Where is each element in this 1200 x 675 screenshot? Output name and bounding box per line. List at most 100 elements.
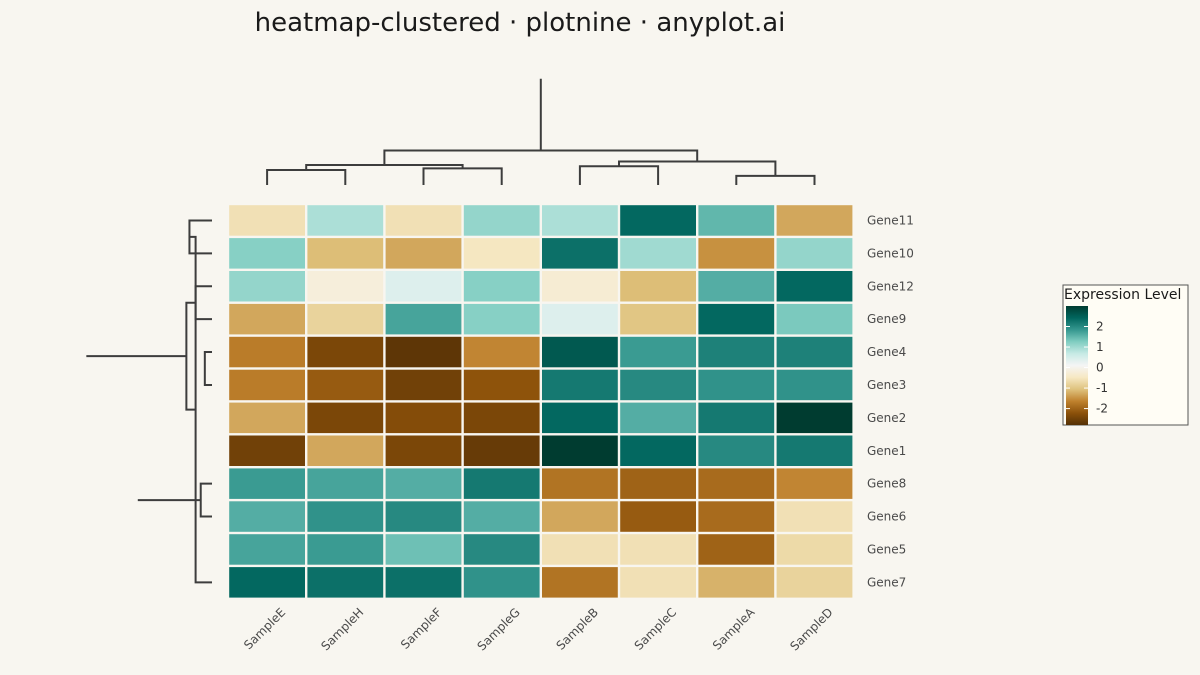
heatmap-cell	[307, 435, 384, 466]
heatmap-cell	[620, 435, 696, 466]
heatmap-cell	[620, 369, 696, 401]
heatmap-cell	[307, 402, 384, 434]
heatmap-cell	[229, 567, 305, 598]
chart-title: heatmap-clustered · plotnine · anyplot.a…	[255, 8, 786, 38]
dendrogram-link	[185, 301, 196, 411]
heatmap-cell	[542, 205, 618, 236]
colorbar-tick-label: 1	[1096, 340, 1104, 354]
heatmap-cell	[698, 205, 775, 236]
heatmap-cell	[620, 468, 696, 499]
row-label: Gene5	[867, 542, 906, 556]
heatmap-cell	[776, 567, 853, 598]
heatmap-cell	[776, 303, 853, 335]
heatmap-cell	[463, 402, 540, 434]
heatmap-cell	[698, 271, 775, 302]
dendrogram-link	[578, 165, 660, 185]
row-label: Gene8	[867, 477, 906, 491]
heatmap-cell	[776, 435, 853, 466]
heatmap-cell	[542, 468, 618, 499]
colorbar-tick-label: 0	[1096, 361, 1104, 375]
row-label: Gene9	[867, 312, 906, 326]
heatmap-cell	[385, 402, 462, 434]
row-labels: Gene11 Gene10 Gene12 Gene9 Gene4 Gene3 Gene2 Ge…	[867, 213, 914, 589]
heatmap-cell	[229, 205, 305, 236]
heatmap-cell	[307, 303, 384, 335]
heatmap-cell	[776, 468, 853, 499]
heatmap-cell	[620, 501, 696, 532]
heatmap-cell	[463, 534, 540, 565]
heatmap-cell	[385, 336, 462, 368]
heatmap-cell	[542, 271, 618, 302]
heatmap-cell	[463, 501, 540, 532]
heatmap-cell	[307, 468, 384, 499]
colorbar-tick-label: 2	[1096, 320, 1104, 334]
heatmap-cell	[463, 271, 540, 302]
heatmap-cell	[307, 336, 384, 368]
heatmap-cell	[385, 271, 462, 302]
dendrogram-link	[199, 482, 212, 518]
heatmap-cell	[698, 468, 775, 499]
heatmap-cell	[229, 238, 305, 269]
heatmap-cell	[620, 271, 696, 302]
heatmap-cell	[229, 303, 305, 335]
heatmap-cell	[463, 205, 540, 236]
heatmap-cell	[698, 369, 775, 401]
column-label: SampleH	[318, 605, 366, 653]
heatmap-cell	[307, 534, 384, 565]
heatmap-cell	[776, 402, 853, 434]
heatmap-cell	[307, 567, 384, 598]
colorbar-tick-label: -1	[1096, 381, 1108, 395]
heatmap-cell	[698, 336, 775, 368]
heatmap-cell	[463, 238, 540, 269]
column-label: SampleE	[241, 605, 288, 652]
heatmap-cell	[698, 567, 775, 598]
heatmap-cell	[542, 567, 618, 598]
heatmap-cell	[776, 534, 853, 565]
column-label: SampleF	[398, 605, 445, 652]
heatmap-cell	[620, 402, 696, 434]
colorbar-gradient	[1066, 306, 1088, 425]
row-dendrogram	[86, 220, 212, 584]
heatmap-cell	[542, 238, 618, 269]
colorbar-tick-label: -2	[1096, 402, 1108, 416]
dendrogram-link	[383, 149, 699, 166]
heatmap-cell	[385, 468, 462, 499]
dendrogram-link	[618, 160, 777, 176]
row-label: Gene6	[867, 510, 906, 524]
heatmap-cell	[776, 205, 853, 236]
heatmap-cell	[229, 369, 305, 401]
heatmap-cell	[620, 567, 696, 598]
dendrogram-link	[194, 285, 212, 321]
column-label: SampleC	[632, 605, 680, 653]
row-label: Gene10	[867, 246, 914, 260]
heatmap-cell	[620, 534, 696, 565]
heatmap-cell	[463, 369, 540, 401]
heatmap-cell	[307, 205, 384, 236]
heatmap-cell	[463, 468, 540, 499]
heatmap-cell	[463, 336, 540, 368]
dendrogram-link	[735, 174, 816, 185]
column-labels: SampleE SampleH SampleF SampleG SampleB Sampl…	[241, 605, 835, 654]
heatmap-cell	[385, 369, 462, 401]
heatmap-cell	[620, 205, 696, 236]
legend-title: Expression Level	[1064, 287, 1181, 303]
heatmap-cell	[698, 435, 775, 466]
heatmap-cell	[542, 303, 618, 335]
heatmap-cell	[620, 238, 696, 269]
heatmap-cell	[385, 238, 462, 269]
heatmap-cell	[542, 501, 618, 532]
heatmap-cell	[542, 369, 618, 401]
heatmap-cell	[698, 534, 775, 565]
heatmap-cell	[698, 501, 775, 532]
heatmap-cell	[776, 336, 853, 368]
heatmap-cell	[776, 271, 853, 302]
column-label: SampleA	[710, 605, 758, 653]
colorbar-legend: Expression Level 2 1 0 -1 -2	[1062, 284, 1189, 426]
heatmap-cell	[698, 303, 775, 335]
heatmap-cell	[385, 205, 462, 236]
heatmap-cell	[620, 303, 696, 335]
row-label: Gene7	[867, 575, 906, 589]
column-label: SampleB	[553, 605, 601, 653]
heatmap-cell	[307, 271, 384, 302]
